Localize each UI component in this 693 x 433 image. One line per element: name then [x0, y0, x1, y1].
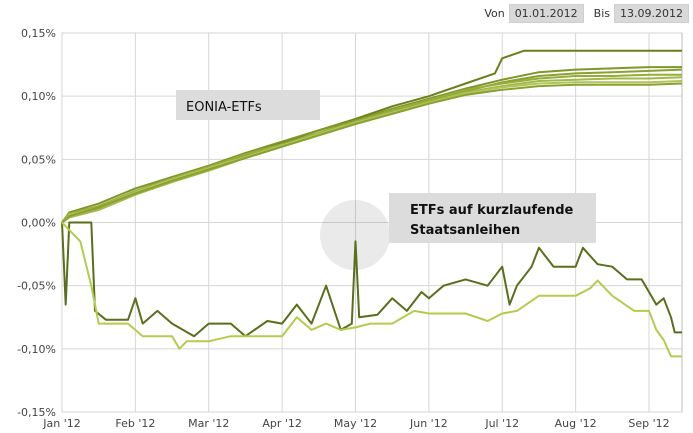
watermark-logo — [320, 200, 390, 270]
series-line-1 — [61, 66, 682, 224]
annotation-anleihen: ETFs auf kurzlaufende Staatsanleihen — [389, 193, 596, 243]
y-tick-label: -0,05% — [17, 280, 56, 293]
y-tick-label: 0,05% — [21, 153, 56, 166]
series-line-8 — [61, 221, 682, 358]
y-tick-labels: 0,15% 0,10% 0,05% 0,00% -0,05% -0,10% -0,15% — [17, 27, 56, 419]
x-tick-label: Aug '12 — [555, 417, 597, 430]
x-tick-label: Jan '12 — [42, 417, 80, 430]
annotation-eonia: EONIA-ETFs — [176, 90, 320, 120]
y-tick-label: 0,10% — [21, 90, 56, 103]
y-tick-label: -0,15% — [17, 406, 56, 419]
x-tick-label: Apr '12 — [262, 417, 302, 430]
to-date-field[interactable]: 13.09.2012 — [614, 3, 689, 23]
y-tick-label: 0,15% — [21, 27, 56, 40]
x-tick-label: May '12 — [334, 417, 377, 430]
to-label: Bis — [593, 6, 611, 20]
x-tick-label: Jul '12 — [484, 417, 519, 430]
annotation-anleihen-text-line1: ETFs auf kurzlaufende — [410, 203, 573, 218]
x-tick-label: Mar '12 — [188, 417, 229, 430]
x-tick-label: Sep '12 — [628, 417, 669, 430]
from-date-field[interactable]: 01.01.2012 — [508, 3, 584, 23]
y-tick-label: 0,00% — [21, 217, 56, 230]
x-tick-label: Jun '12 — [409, 417, 448, 430]
date-range-bar: Von 01.01.2012 Bis 13.09.2012 — [474, 3, 689, 23]
from-label: Von — [484, 6, 505, 20]
annotation-anleihen-text-line2: Staatsanleihen — [410, 223, 520, 238]
series-layer — [61, 49, 683, 358]
series-line-3 — [61, 73, 682, 224]
series-line-7 — [61, 221, 682, 338]
annotation-eonia-text: EONIA-ETFs — [186, 100, 262, 115]
series-line-6 — [61, 82, 683, 224]
x-tick-labels: Jan '12 Feb '12 Mar '12 Apr '12 May '12 Jun '… — [42, 417, 669, 430]
y-tick-label: -0,10% — [17, 343, 56, 356]
x-tick-label: Feb '12 — [115, 417, 155, 430]
series-line-5 — [61, 80, 683, 224]
